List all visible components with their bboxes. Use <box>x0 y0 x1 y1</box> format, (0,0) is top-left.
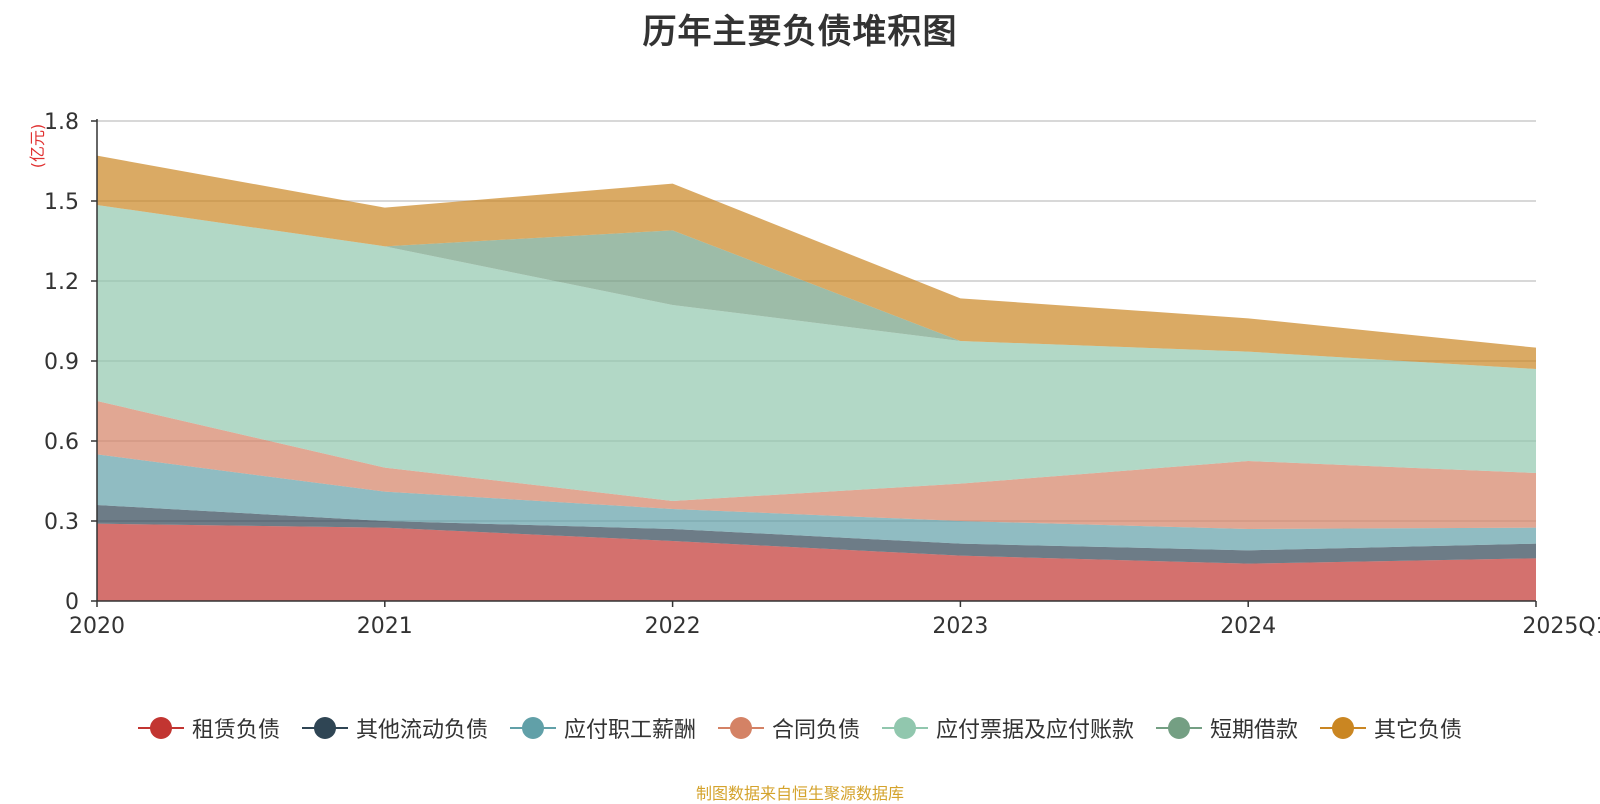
legend-swatch-icon <box>1320 716 1367 740</box>
chart-title: 历年主要负债堆积图 <box>642 12 958 52</box>
x-tick-label: 2024 <box>1220 614 1276 639</box>
legend-label: 其它负债 <box>1374 718 1463 743</box>
chart-plot: 0 0.3 0.6 0.9 1.2 1.5 1.8 2020 2021 2022 2023 2024 2… <box>28 110 1600 639</box>
legend-item[interactable]: 短期借款 <box>1156 712 1298 744</box>
y-tick-label: 0 <box>65 590 79 615</box>
legend-swatch-icon <box>509 716 556 740</box>
x-tick-label: 2025Q1 <box>1522 614 1600 639</box>
area-series-4 <box>97 205 1536 501</box>
legend-label: 其他流动负债 <box>355 718 488 743</box>
y-axis-unit-label: (亿元) <box>28 124 47 169</box>
legend-item[interactable]: 应付职工薪酬 <box>509 712 696 744</box>
area-series-0 <box>97 523 1536 601</box>
area-series-2 <box>97 454 1536 551</box>
legend-label: 短期借款 <box>1210 718 1299 743</box>
legend-label: 租赁负债 <box>191 718 280 743</box>
legend-swatch-icon <box>301 716 348 740</box>
area-series-6 <box>97 155 1536 369</box>
axes: 0 0.3 0.6 0.9 1.2 1.5 1.8 2020 2021 2022 2023 2024 2… <box>44 110 1600 639</box>
legend-item[interactable]: 其它负债 <box>1320 712 1462 744</box>
area-series-3 <box>97 401 1536 529</box>
y-tick-label: 1.8 <box>44 110 79 135</box>
y-tick-label: 1.5 <box>44 190 79 215</box>
legend-item[interactable]: 租赁负债 <box>137 712 280 744</box>
legend-swatch-icon <box>882 716 928 740</box>
legend-swatch-icon <box>717 716 764 740</box>
legend-label: 应付职工薪酬 <box>563 718 696 743</box>
source-note: 制图数据来自恒生聚源数据库 <box>695 784 904 803</box>
legend-item[interactable]: 应付票据及应付账款 <box>882 712 1134 744</box>
x-tick-label: 2023 <box>932 614 988 639</box>
legend-item[interactable]: 合同负债 <box>717 712 860 744</box>
legend-swatch-icon <box>137 716 184 740</box>
area-series-1 <box>97 505 1536 564</box>
x-tick-label: 2021 <box>357 614 413 639</box>
y-tick-label: 0.3 <box>44 510 79 535</box>
legend-item[interactable]: 其他流动负债 <box>301 712 488 744</box>
legend-swatch-icon <box>1156 716 1203 740</box>
x-tick-label: 2022 <box>645 614 701 639</box>
legend-label: 应付票据及应付账款 <box>936 718 1135 743</box>
y-tick-label: 0.6 <box>44 430 79 455</box>
stacked-areas <box>97 155 1536 601</box>
y-tick-label: 1.2 <box>44 270 79 295</box>
area-series-5 <box>97 205 1536 369</box>
legend-label: 合同负债 <box>771 718 860 743</box>
y-tick-label: 0.9 <box>44 350 79 375</box>
x-tick-label: 2020 <box>69 614 125 639</box>
legend: 租赁负债 其他流动负债 应付职工薪酬 合同负债 应付票据及应付账款 短期借款 其它负债 <box>0 712 1600 744</box>
